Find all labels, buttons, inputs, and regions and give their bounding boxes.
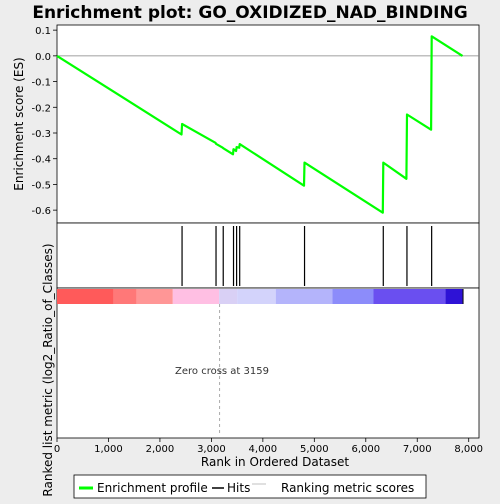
y-tick-label: -0.2 (31, 103, 51, 114)
y-tick-label: 0.1 (35, 26, 51, 37)
x-tick-label: 3,000 (197, 444, 226, 455)
legend-box (73, 474, 427, 499)
metric-bar-segment (445, 289, 463, 304)
x-tick-label: 8,000 (454, 444, 483, 455)
y-axis-label-top: Enrichment score (ES) (12, 57, 26, 190)
y-axis-label-bottom: Ranked list metric (log2_Ratio_of_Classe… (41, 243, 55, 496)
y-tick-label: -0.6 (31, 206, 51, 217)
legend-label-metric: Ranking metric scores (281, 481, 414, 495)
x-tick-label: 2,000 (146, 444, 175, 455)
legend-label-hits: Hits (227, 481, 250, 495)
y-tick-label: -0.5 (31, 180, 51, 191)
metric-bar-segment (136, 289, 173, 304)
y-gridlines (53, 29, 479, 211)
metric-bar-segment (57, 289, 114, 304)
x-tick-label: 7,000 (403, 444, 432, 455)
x-tick-label: 1,000 (94, 444, 123, 455)
y-tick-label: -0.1 (31, 78, 51, 89)
metric-bar-segment (332, 289, 374, 304)
x-tick-label: 6,000 (351, 444, 380, 455)
metric-bar-segment (237, 289, 276, 304)
hit-markers (181, 226, 433, 286)
metric-bar-end (462, 289, 464, 304)
y-tick-label: -0.3 (31, 129, 51, 140)
ranking-metric-bar (57, 289, 464, 304)
y-tick-label: -0.4 (31, 155, 51, 166)
y-tick-label: 0.0 (35, 52, 51, 63)
es-panel (56, 24, 480, 224)
zero-cross-label: Zero cross at 3159 (175, 366, 269, 377)
y-tick-labels: 0.1 0.0 -0.1 -0.2 -0.3 -0.4 -0.5 -0.6 (31, 26, 51, 217)
metric-bar-segment (113, 289, 137, 304)
legend: Enrichment profile Hits Ranking metric s… (73, 474, 427, 499)
chart-title: Enrichment plot: GO_OXIDIZED_NAD_BINDING (32, 3, 467, 23)
metric-panel (56, 287, 480, 439)
enrichment-profile-series (56, 35, 464, 214)
x-tick-label: 5,000 (300, 444, 329, 455)
enrichment-profile-line (56, 35, 464, 214)
legend-label-profile: Enrichment profile (97, 481, 208, 495)
x-tick-labels: 0 1,000 2,000 3,000 4,000 5,000 6,000 7,000 8,00… (54, 438, 483, 455)
x-axis-label: Rank in Ordered Dataset (201, 455, 349, 469)
metric-bar-segment (172, 289, 220, 304)
metric-bar-segment (275, 289, 333, 304)
x-tick-label: 4,000 (249, 444, 278, 455)
metric-bar-segment (373, 289, 446, 304)
hits-panel (56, 222, 480, 289)
metric-bar-segment (219, 289, 238, 304)
x-tick-label: 0 (54, 444, 60, 455)
